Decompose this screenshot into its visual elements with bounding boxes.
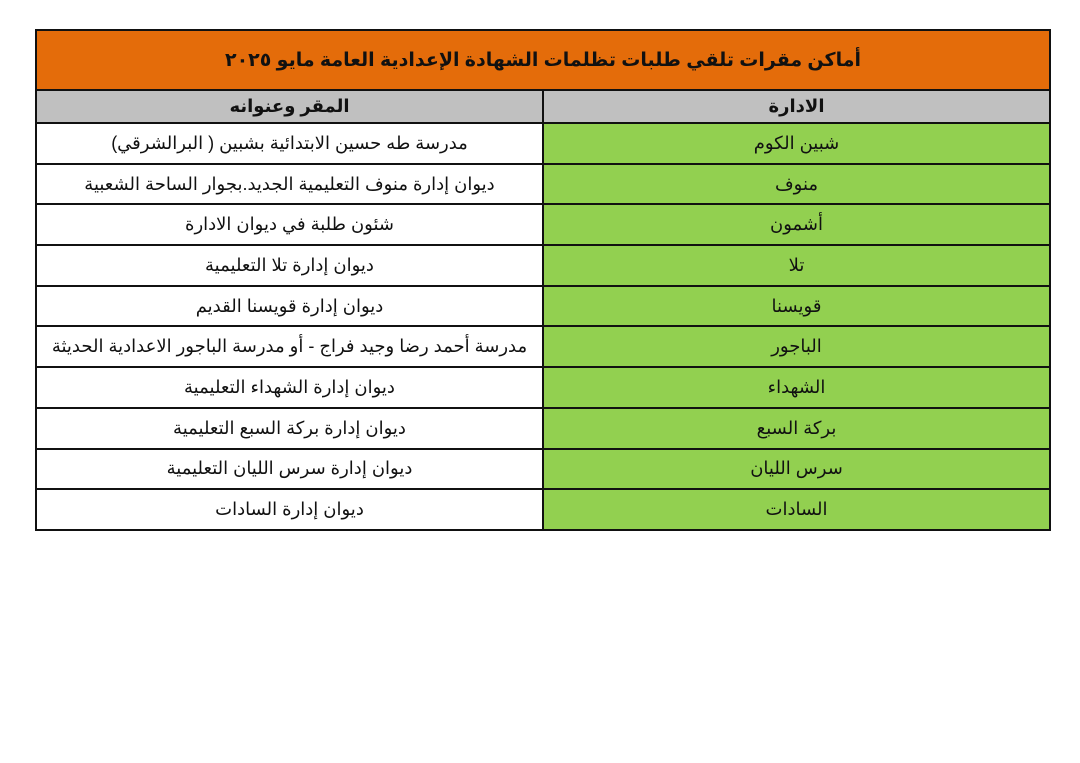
table-title: أماكن مقرات تلقي طلبات تظلمات الشهادة ال… <box>35 29 1051 91</box>
table-row: الباجور مدرسة أحمد رضا وجيد فراج - أو مدر… <box>35 325 1051 369</box>
header-location: المقر وعنوانه <box>35 89 544 124</box>
table-row: تلا ديوان إدارة تلا التعليمية <box>35 244 1051 287</box>
location-cell: مدرسة طه حسين الابتدائية بشبين ( البرالش… <box>35 122 544 165</box>
table-row: بركة السبع ديوان إدارة بركة السبع التعليم… <box>35 406 1051 450</box>
department-cell: قويسنا <box>542 284 1051 328</box>
location-cell: ديوان إدارة تلا التعليمية <box>35 244 544 287</box>
locations-table: أماكن مقرات تلقي طلبات تظلمات الشهادة ال… <box>35 29 1051 531</box>
header-department: الادارة <box>542 89 1051 124</box>
location-cell: ديوان إدارة السادات <box>35 488 544 531</box>
table-row: أشمون شئون طلبة في ديوان الادارة <box>35 203 1051 247</box>
department-cell: سرس الليان <box>542 447 1051 491</box>
header-row: الادارة المقر وعنوانه <box>35 89 1051 124</box>
location-cell: شئون طلبة في ديوان الادارة <box>35 203 544 247</box>
location-cell: ديوان إدارة منوف التعليمية الجديد.بجوار … <box>35 162 544 206</box>
table-row: الشهداء ديوان إدارة الشهداء التعليمية <box>35 366 1051 409</box>
department-cell: تلا <box>542 244 1051 287</box>
location-cell: ديوان إدارة بركة السبع التعليمية <box>35 406 544 450</box>
table-row: منوف ديوان إدارة منوف التعليمية الجديد.بج… <box>35 162 1051 206</box>
location-cell: مدرسة أحمد رضا وجيد فراج - أو مدرسة البا… <box>35 325 544 369</box>
department-cell: أشمون <box>542 203 1051 247</box>
location-cell: ديوان إدارة سرس الليان التعليمية <box>35 447 544 491</box>
location-cell: ديوان إدارة الشهداء التعليمية <box>35 366 544 409</box>
department-cell: شبين الكوم <box>542 122 1051 165</box>
table-row: سرس الليان ديوان إدارة سرس الليان التعليم… <box>35 447 1051 491</box>
table-row: شبين الكوم مدرسة طه حسين الابتدائية بشبين… <box>35 122 1051 165</box>
department-cell: الشهداء <box>542 366 1051 409</box>
department-cell: الباجور <box>542 325 1051 369</box>
location-cell: ديوان إدارة قويسنا القديم <box>35 284 544 328</box>
department-cell: السادات <box>542 488 1051 531</box>
table-row: قويسنا ديوان إدارة قويسنا القديم <box>35 284 1051 328</box>
title-row: أماكن مقرات تلقي طلبات تظلمات الشهادة ال… <box>35 29 1051 91</box>
department-cell: بركة السبع <box>542 406 1051 450</box>
department-cell: منوف <box>542 162 1051 206</box>
table-row: السادات ديوان إدارة السادات <box>35 488 1051 531</box>
